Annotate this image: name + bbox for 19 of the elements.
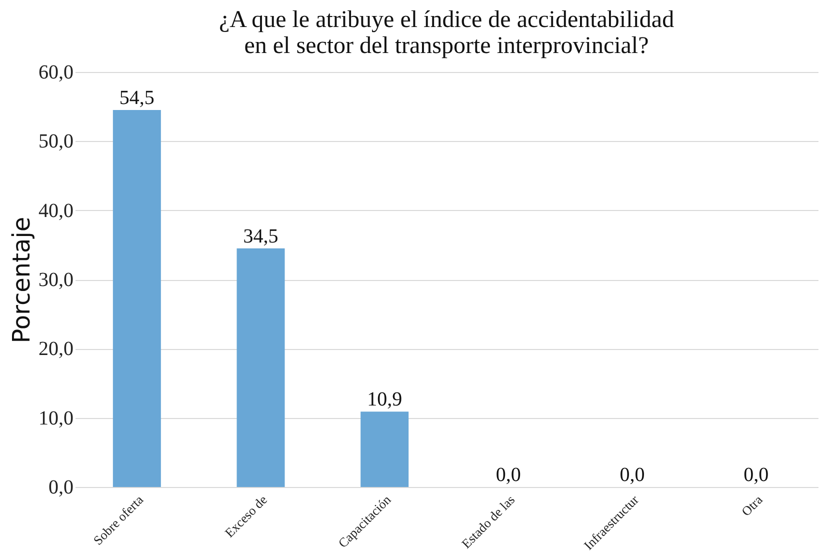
y-tick-label: 10,0 <box>38 407 74 430</box>
y-tick-label: 50,0 <box>38 130 74 153</box>
y-tick-label: 0,0 <box>48 476 74 498</box>
data-label: 34,5 <box>243 225 278 248</box>
data-label: 10,9 <box>367 388 402 411</box>
y-tick-label: 20,0 <box>38 338 74 360</box>
data-label: 54,5 <box>119 87 154 110</box>
y-tick-label: 40,0 <box>38 200 74 222</box>
data-label: 0,0 <box>620 464 645 486</box>
bar <box>360 412 409 487</box>
y-axis-title: Porcentaje <box>8 216 36 344</box>
y-tick-label: 60,0 <box>38 62 74 84</box>
bar <box>236 248 285 487</box>
y-tick-label: 30,0 <box>38 269 74 291</box>
chart-title: ¿A que le atribuye el índice de accidentabilidad en el sector del transporte interprovincial? <box>218 7 674 59</box>
x-tick-label: Otra <box>738 492 766 520</box>
bar <box>112 110 161 487</box>
data-label: 0,0 <box>496 464 521 486</box>
data-label: 0,0 <box>744 464 769 486</box>
